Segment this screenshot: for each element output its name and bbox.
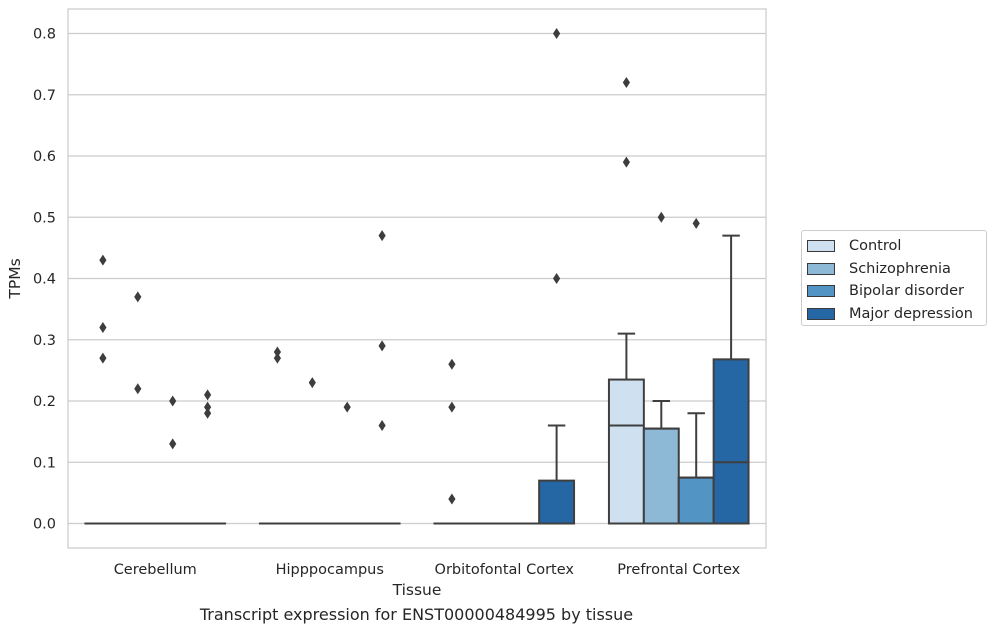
box-prefrontal-cortex-control-box: [607, 378, 645, 525]
box-hipppocampus-major-depression-outlier-1: [378, 340, 386, 352]
box-hipppocampus-major-depression: [363, 230, 401, 525]
y-tick-label-1: 0.1: [33, 455, 56, 471]
box-prefrontal-cortex-schizophrenia: [642, 211, 680, 525]
legend-label-bipolar-disorder: Bipolar disorder: [849, 283, 964, 300]
box-orbitofontal-cortex-control: [433, 358, 471, 525]
box-hipppocampus-control-outlier-1: [273, 352, 281, 364]
box-cerebellum-control: [84, 254, 122, 525]
box-orbitofontal-cortex-control-outlier-1: [448, 401, 456, 413]
x-tick-label-cerebellum: Cerebellum: [114, 562, 197, 578]
box-cerebellum-control-outlier-0: [99, 254, 107, 266]
legend-label-major-depression: Major depression: [849, 305, 973, 322]
box-cerebellum-bipolar-disorder-outlier-0: [169, 395, 177, 407]
legend-item-control: Control: [807, 235, 986, 258]
box-cerebellum-schizophrenia: [119, 291, 157, 525]
box-orbitofontal-cortex-major-depression-outlier-0: [553, 28, 561, 39]
box-orbitofontal-cortex-major-depression-box: [538, 479, 576, 525]
y-tick-label-3: 0.3: [33, 333, 56, 349]
box-prefrontal-cortex-bipolar-disorder: [677, 217, 715, 525]
box-prefrontal-cortex-bipolar-disorder-box: [677, 476, 715, 525]
box-hipppocampus-schizophrenia-outlier-0: [308, 377, 316, 389]
box-plot-series: [84, 28, 750, 525]
box-prefrontal-cortex-schizophrenia-box: [642, 427, 680, 525]
y-tick-label-4: 0.4: [33, 272, 56, 288]
box-cerebellum-bipolar-disorder: [154, 395, 192, 525]
box-cerebellum-control-outlier-1: [99, 322, 107, 333]
box-cerebellum-control-outlier-2: [99, 352, 107, 364]
box-orbitofontal-cortex-major-depression: [538, 28, 576, 525]
x-tick-label-prefrontal-cortex: Prefrontal Cortex: [617, 562, 740, 578]
y-tick-label-0: 0.0: [33, 517, 56, 533]
y-axis-label: TPMs: [6, 258, 24, 299]
box-prefrontal-cortex-major-depression-box: [712, 358, 750, 525]
box-cerebellum-major-depression-outlier-0: [204, 389, 212, 401]
y-tick-label-5: 0.5: [33, 210, 56, 226]
box-cerebellum-major-depression-outlier-1: [204, 401, 212, 413]
plot-frame: [67, 8, 767, 549]
legend-label-schizophrenia: Schizophrenia: [849, 260, 951, 277]
box-prefrontal-cortex-control: [607, 77, 645, 525]
x-axis-label: Tissue: [392, 581, 442, 599]
box-prefrontal-cortex-bipolar-disorder-outlier-0: [692, 217, 700, 229]
box-hipppocampus-control: [258, 346, 296, 525]
box-hipppocampus-schizophrenia: [293, 377, 331, 525]
legend: Control Schizophrenia Bipolar disorder M…: [801, 230, 987, 326]
box-cerebellum-bipolar-disorder-outlier-1: [169, 438, 177, 450]
box-cerebellum-schizophrenia-outlier-1: [134, 383, 142, 395]
legend-swatch-bipolar-disorder: [807, 285, 835, 298]
box-cerebellum-major-depression-outlier-2: [204, 407, 212, 419]
y-axis-ticks: 0.0 0.1 0.2 0.3 0.4 0.5 0.6 0.7 0.8: [33, 27, 56, 533]
x-axis-ticks: Cerebellum Hipppocampus Orbitofontal Corte…: [114, 562, 741, 578]
box-orbitofontal-cortex-control-outlier-2: [448, 493, 456, 505]
y-tick-label-8: 0.8: [33, 27, 56, 43]
x-tick-label-hipppocampus: Hipppocampus: [276, 562, 384, 578]
x-tick-label-orbitofontal-cortex: Orbitofontal Cortex: [435, 562, 575, 578]
y-tick-label-6: 0.6: [33, 149, 56, 165]
box-hipppocampus-major-depression-outlier-2: [378, 420, 386, 431]
box-hipppocampus-bipolar-disorder: [328, 401, 366, 525]
legend-swatch-major-depression: [807, 307, 835, 320]
box-cerebellum-schizophrenia-outlier-0: [134, 291, 142, 303]
box-prefrontal-cortex-control-outlier-1: [622, 156, 630, 168]
box-hipppocampus-major-depression-outlier-0: [378, 230, 386, 242]
box-orbitofontal-cortex-major-depression-outlier-1: [553, 273, 561, 284]
box-prefrontal-cortex-major-depression: [712, 234, 750, 525]
legend-item-major-depression: Major depression: [807, 303, 986, 326]
legend-item-bipolar-disorder: Bipolar disorder: [807, 280, 986, 303]
box-hipppocampus-bipolar-disorder-outlier-0: [343, 401, 351, 413]
box-prefrontal-cortex-schizophrenia-outlier-0: [657, 211, 665, 223]
legend-swatch-control: [807, 240, 835, 253]
chart-caption: Transcript expression for ENST0000048499…: [199, 605, 634, 624]
legend-swatch-schizophrenia: [807, 262, 835, 275]
y-tick-label-7: 0.7: [33, 88, 56, 104]
y-tick-label-2: 0.2: [33, 394, 56, 410]
box-cerebellum-major-depression: [189, 389, 227, 525]
grid-lines: [68, 32, 766, 525]
legend-label-control: Control: [849, 238, 902, 255]
box-hipppocampus-control-outlier-0: [273, 346, 281, 358]
box-prefrontal-cortex-control-outlier-0: [622, 77, 630, 88]
legend-item-schizophrenia: Schizophrenia: [807, 258, 986, 281]
box-orbitofontal-cortex-control-outlier-0: [448, 358, 456, 370]
